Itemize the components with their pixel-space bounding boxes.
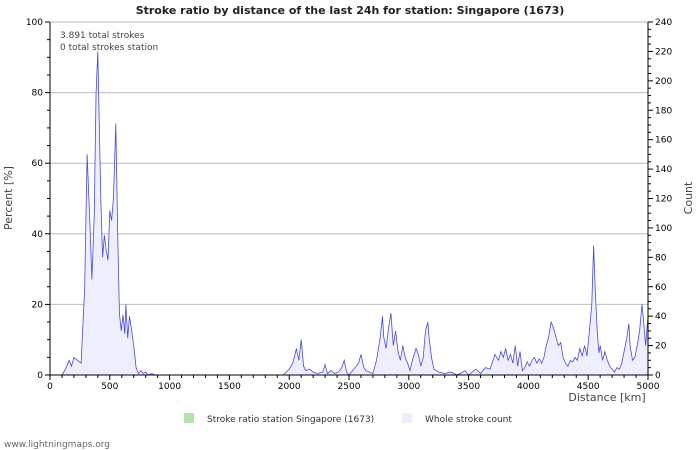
x-tick-label: 1500 <box>218 382 241 392</box>
right-tick-label: 200 <box>655 77 672 87</box>
legend-label-stroke-count: Whole stroke count <box>425 415 512 425</box>
legend-label-station-ratio: Stroke ratio station Singapore (1673) <box>207 415 374 425</box>
x-tick-label: 4500 <box>577 382 600 392</box>
right-tick-label: 0 <box>655 371 661 381</box>
total-strokes-note: 3.891 total strokes <box>60 31 145 41</box>
left-y-axis-label: Percent [%] <box>2 166 15 230</box>
right-tick-label: 100 <box>655 224 672 234</box>
x-ticks: 0 500 1000 1500 2000 2500 3000 3500 4000 4500 5000 <box>47 375 660 392</box>
right-tick-label: 220 <box>655 47 672 57</box>
left-tick-label: 80 <box>32 89 44 99</box>
x-tick-label: 1000 <box>158 382 181 392</box>
left-tick-label: 60 <box>32 159 44 169</box>
right-tick-label: 240 <box>655 18 672 28</box>
right-tick-label: 40 <box>655 312 667 322</box>
right-tick-label: 120 <box>655 195 672 205</box>
right-tick-label: 180 <box>655 106 672 116</box>
x-tick-label: 2500 <box>338 382 361 392</box>
left-tick-label: 100 <box>26 18 43 28</box>
chart-title: Stroke ratio by distance of the last 24h… <box>136 4 565 17</box>
station-strokes-note: 0 total strokes station <box>60 43 158 53</box>
stroke-count-area <box>61 51 649 376</box>
x-tick-label: 0 <box>47 382 53 392</box>
legend-swatch-stroke-count <box>402 413 412 423</box>
left-tick-label: 20 <box>32 300 44 310</box>
legend-swatch-station-ratio <box>184 413 194 423</box>
x-tick-label: 3000 <box>397 382 420 392</box>
right-tick-label: 140 <box>655 165 672 175</box>
left-tick-label: 40 <box>32 230 44 240</box>
right-tick-label: 160 <box>655 136 672 146</box>
x-tick-label: 2000 <box>278 382 301 392</box>
left-tick-label: 0 <box>37 371 43 381</box>
stroke-count-fill <box>62 51 648 376</box>
right-tick-label: 80 <box>655 253 667 263</box>
right-y-ticks: 0 20 40 60 80 100 120 140 160 180 200 220 240 <box>648 18 672 381</box>
x-tick-label: 5000 <box>637 382 660 392</box>
grid <box>50 21 648 305</box>
left-y-ticks: 0 20 40 60 80 100 <box>26 18 50 381</box>
x-tick-label: 500 <box>101 382 118 392</box>
stroke-count-line <box>61 51 649 376</box>
right-y-axis-label: Count <box>682 181 695 214</box>
x-tick-label: 3500 <box>457 382 480 392</box>
x-axis-label: Distance [km] <box>568 391 645 404</box>
x-tick-label: 4000 <box>517 382 540 392</box>
right-tick-label: 60 <box>655 283 667 293</box>
right-tick-label: 20 <box>655 342 667 352</box>
footer-credit: www.lightningmaps.org <box>4 440 110 450</box>
